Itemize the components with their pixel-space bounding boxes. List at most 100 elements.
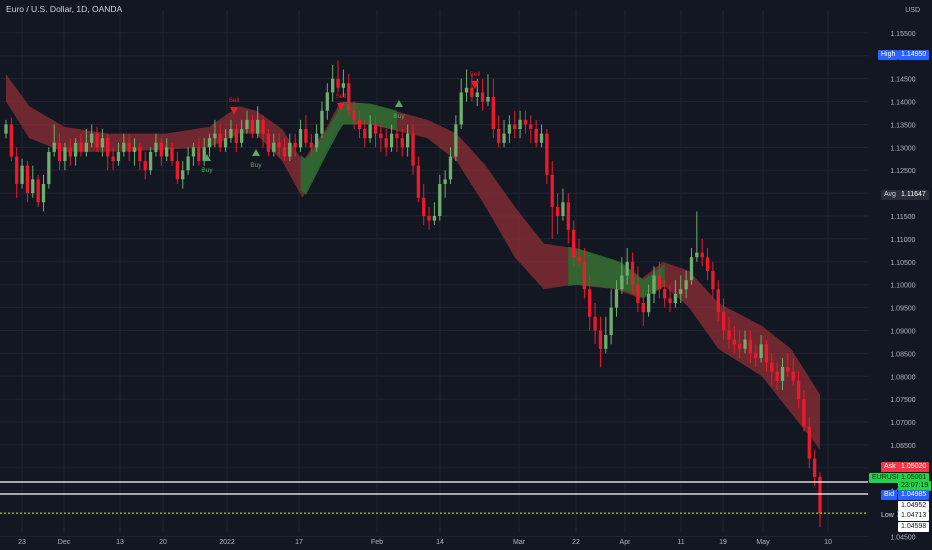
y-tick-label: 1.07000 bbox=[890, 420, 915, 427]
candle-down bbox=[497, 129, 501, 143]
y-tick-label: 1.10500 bbox=[890, 260, 915, 267]
x-tick-label: 13 bbox=[116, 539, 124, 546]
candle-down bbox=[807, 426, 811, 459]
chart-title: Euro / U.S. Dollar, 1D, OANDA bbox=[6, 4, 123, 14]
candle-up bbox=[684, 280, 688, 290]
candle-down bbox=[663, 289, 667, 299]
x-tick-label: 11 bbox=[677, 539, 684, 546]
candle-up bbox=[561, 202, 565, 217]
sell-arrow-icon bbox=[471, 81, 479, 89]
candle-down bbox=[218, 133, 222, 148]
candle-up bbox=[272, 142, 276, 152]
candle-down bbox=[786, 367, 790, 372]
candle-up bbox=[122, 142, 126, 152]
candle-up bbox=[454, 124, 458, 157]
candle-down bbox=[411, 133, 415, 166]
y-tick-label: 1.07500 bbox=[890, 397, 915, 404]
candle-up bbox=[41, 183, 46, 203]
candle-up bbox=[148, 151, 153, 171]
candle-down bbox=[250, 119, 254, 134]
candle-down bbox=[95, 133, 99, 148]
candle-down bbox=[234, 129, 238, 143]
candle-down bbox=[197, 147, 201, 162]
candle-down bbox=[336, 78, 340, 88]
candle-up bbox=[181, 170, 185, 180]
candle-up bbox=[73, 142, 78, 157]
y-tick-label: 1.06500 bbox=[890, 443, 915, 450]
candle-down bbox=[593, 316, 597, 331]
candle-down bbox=[513, 124, 517, 130]
candle-down bbox=[170, 147, 174, 162]
candle-up bbox=[154, 142, 158, 152]
y-tick-label: 1.14000 bbox=[890, 100, 915, 107]
candle-down bbox=[555, 206, 560, 217]
candle-up bbox=[743, 339, 747, 349]
y-tick-label: 1.09500 bbox=[890, 306, 915, 313]
candle-down bbox=[523, 119, 528, 125]
candle-down bbox=[363, 129, 367, 139]
candle-down bbox=[630, 261, 635, 285]
currency-label: USD bbox=[905, 7, 920, 14]
candle-up bbox=[207, 138, 212, 148]
candle-down bbox=[470, 87, 474, 97]
candle-down bbox=[791, 371, 795, 381]
y-tick-label: 1.13000 bbox=[890, 145, 915, 152]
candle-up bbox=[507, 124, 512, 134]
candle-down bbox=[9, 124, 14, 157]
candle-down bbox=[480, 92, 485, 102]
low-label: Low bbox=[878, 511, 897, 521]
candle-up bbox=[486, 96, 490, 102]
candle-up bbox=[438, 183, 442, 217]
candle-down bbox=[529, 124, 533, 130]
candle-down bbox=[293, 142, 297, 148]
candle-up bbox=[609, 307, 613, 336]
candle-up bbox=[689, 257, 694, 281]
candle-up bbox=[695, 252, 699, 258]
candle-up bbox=[448, 156, 453, 180]
y-tick-label: 1.11500 bbox=[891, 214, 916, 221]
candle-up bbox=[502, 133, 506, 143]
buy-label: Buy bbox=[393, 113, 405, 120]
candle-up bbox=[646, 293, 651, 313]
candle-down bbox=[818, 476, 822, 514]
candle-down bbox=[802, 399, 806, 427]
candlestick-series bbox=[4, 60, 822, 527]
candle-down bbox=[309, 142, 313, 148]
candle-down bbox=[716, 289, 720, 313]
time-axis[interactable]: 23 Dec 13 20 2022 17 Feb 14 Mar 22 Apr 11 19 May 10 bbox=[18, 539, 832, 546]
x-tick-label: 2022 bbox=[219, 539, 235, 546]
candle-down bbox=[545, 133, 549, 175]
candle-down bbox=[373, 124, 378, 134]
candle-down bbox=[68, 147, 72, 157]
candle-down bbox=[764, 344, 769, 363]
candle-down bbox=[127, 142, 131, 152]
candle-up bbox=[368, 124, 372, 139]
candle-up bbox=[288, 142, 292, 157]
candle-up bbox=[475, 92, 479, 97]
price-lines bbox=[0, 481, 868, 514]
candle-down bbox=[738, 344, 742, 349]
candle-down bbox=[395, 133, 399, 139]
candle-down bbox=[491, 96, 495, 130]
x-tick-label: 19 bbox=[719, 539, 727, 546]
candle-down bbox=[732, 339, 736, 345]
candle-up bbox=[405, 133, 410, 148]
candle-down bbox=[711, 270, 715, 290]
sell-arrow-icon bbox=[337, 103, 345, 111]
candle-down bbox=[347, 83, 351, 111]
candle-down bbox=[57, 142, 62, 162]
candle-up bbox=[90, 133, 94, 143]
candle-up bbox=[63, 147, 67, 162]
candle-down bbox=[727, 330, 731, 340]
candle-up bbox=[459, 92, 463, 125]
x-tick-label: Feb bbox=[371, 539, 383, 546]
candle-up bbox=[116, 151, 121, 162]
candle-down bbox=[357, 119, 362, 130]
candle-down bbox=[266, 133, 271, 152]
sell-label: Sell bbox=[229, 97, 240, 104]
low-value: 1.04713 bbox=[898, 511, 930, 521]
candle-down bbox=[721, 312, 726, 331]
candle-up bbox=[202, 147, 206, 162]
candle-down bbox=[748, 339, 753, 354]
